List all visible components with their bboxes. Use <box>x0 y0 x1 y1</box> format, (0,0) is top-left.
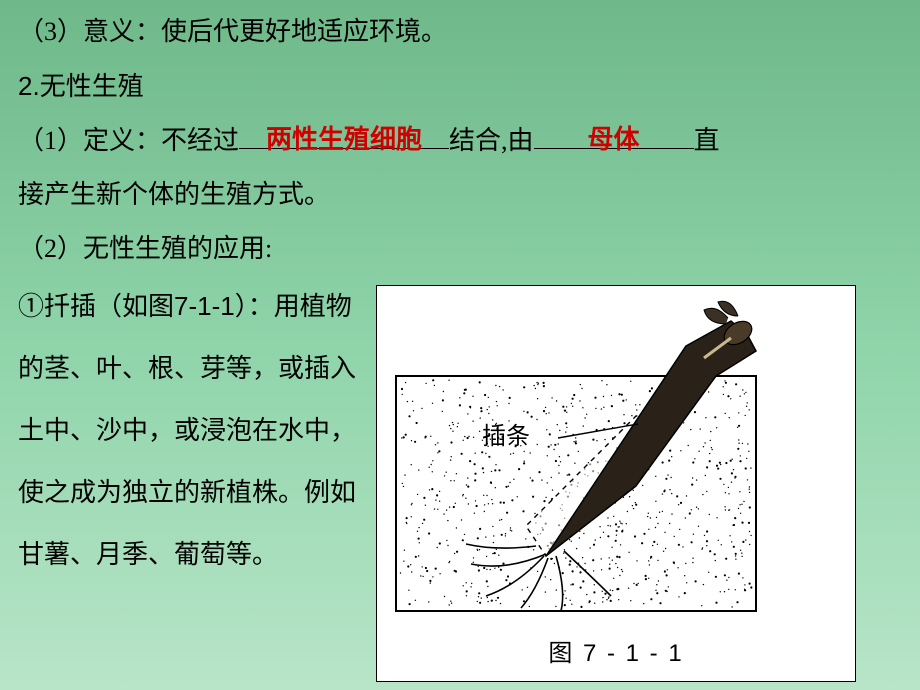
heading-number: 2. <box>18 71 40 101</box>
def-part-a: （1）定义：不经过 <box>18 126 239 155</box>
figure-caption: 图 7 - 1 - 1 <box>385 632 847 676</box>
heading-text: 无性生殖 <box>40 72 144 101</box>
blank-2: 母体 <box>534 117 694 165</box>
desc-l3: 土中、沙中，或浸泡在水中， <box>18 403 358 459</box>
def-part-b: 结合,由 <box>449 126 534 155</box>
desc-l1: ①扦插（如图7-1-1）：用植物 <box>18 279 358 335</box>
desc-l4: 使之成为独立的新植株。例如 <box>18 465 358 521</box>
definition-line-2: 接产生新个体的生殖方式。 <box>18 171 902 219</box>
desc-l5: 甘薯、月季、葡萄等。 <box>18 527 358 583</box>
blank-1: 两性生殖细胞 <box>239 117 449 165</box>
figure-7-1-1: 插条 图 7 - 1 - 1 <box>376 285 856 681</box>
desc-l2: 的茎、叶、根、芽等，或插入 <box>18 341 358 397</box>
desc-l1-a: ①扦插（如图 <box>18 291 174 321</box>
svg-text:插条: 插条 <box>482 423 530 450</box>
cutting-diagram-svg: 插条 <box>386 296 846 626</box>
heading-asexual: 2.无性生殖 <box>18 62 902 111</box>
desc-l1-num: 7-1-1 <box>174 291 235 321</box>
blank-1-fill: 两性生殖细胞 <box>239 115 449 163</box>
definition-line-1: （1）定义：不经过 两性生殖细胞 结合,由 母体 直 <box>18 117 902 165</box>
para-significance: （3）意义：使后代更好地适应环境。 <box>18 8 902 56</box>
desc-l1-b: ）：用植物 <box>235 292 352 321</box>
blank-2-fill: 母体 <box>534 115 694 163</box>
application-heading: （2）无性生殖的应用: <box>18 225 902 273</box>
def-part-c: 直 <box>694 126 720 155</box>
cutting-description: ①扦插（如图7-1-1）：用植物 的茎、叶、根、芽等，或插入 土中、沙中，或浸泡… <box>18 279 358 588</box>
